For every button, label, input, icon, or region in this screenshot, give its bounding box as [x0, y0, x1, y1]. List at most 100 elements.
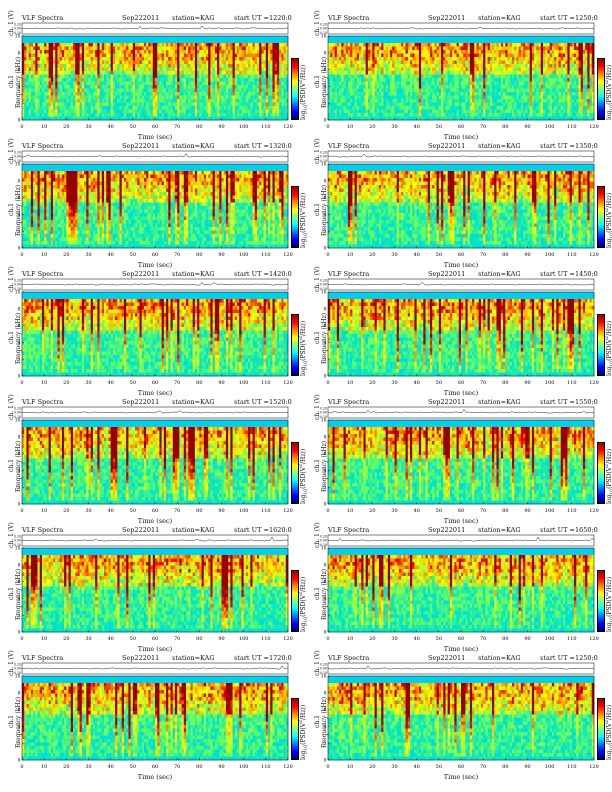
- spectrogram-cell: [394, 81, 398, 86]
- spectrogram-cell: [414, 81, 417, 86]
- spectrogram-cell: [343, 36, 347, 40]
- spectrogram-cell: [88, 88, 92, 93]
- spectrogram-cell: [208, 102, 211, 107]
- spectrogram-cell: [405, 102, 409, 107]
- spectrogram-cell: [214, 102, 218, 107]
- spectrogram-cell: [81, 43, 85, 47]
- spectrogram-cell: [86, 53, 89, 58]
- spectrogram-cell: [461, 46, 464, 51]
- spectrogram-cell: [92, 57, 96, 61]
- spectrogram-cell: [505, 57, 508, 61]
- spectrogram-cell: [217, 64, 220, 68]
- spectrogram-cell: [228, 71, 231, 75]
- spectrogram-cell: [208, 92, 211, 96]
- spectrogram-cell: [472, 106, 475, 110]
- spectrogram-cell: [283, 74, 287, 79]
- spectrogram-cell: [201, 78, 205, 82]
- spectrogram-cell: [170, 53, 174, 58]
- spectrogram-cell: [283, 102, 287, 107]
- spectrogram-cell: [330, 92, 333, 96]
- spectrogram-cell: [46, 106, 49, 110]
- spectrogram-cell: [177, 67, 180, 72]
- spectrogram-cell: [108, 92, 111, 96]
- spectrogram-cell: [172, 116, 176, 121]
- spectrogram-cell: [139, 43, 142, 47]
- spectrogram-cell: [467, 60, 471, 65]
- spectrogram-cell: [68, 92, 72, 96]
- spectrogram-cell: [117, 78, 120, 82]
- spectrogram-cell: [53, 67, 56, 72]
- spectrogram-cell: [350, 50, 353, 54]
- spectrogram-cell: [88, 116, 92, 121]
- spectrogram-cell: [166, 95, 169, 100]
- spectrogram-cell: [128, 43, 131, 47]
- spectrogram-cell: [59, 88, 63, 93]
- spectrogram-cell: [487, 106, 491, 110]
- spectrogram-cell: [199, 88, 202, 93]
- spectrogram-cell: [234, 71, 238, 75]
- spectrogram-cell: [183, 116, 187, 121]
- spectrogram-cell: [429, 99, 433, 103]
- spectrogram-cell: [339, 74, 342, 79]
- spectrogram-cell: [86, 116, 89, 121]
- spectrogram-cell: [172, 99, 176, 103]
- spectrogram-cell: [336, 99, 340, 103]
- spectrogram-cell: [274, 99, 278, 103]
- spectrogram-cell: [425, 53, 429, 58]
- spectrogram-cell: [161, 95, 165, 100]
- spectrogram-cell: [155, 88, 158, 93]
- spectrogram-cell: [272, 39, 275, 44]
- spectrogram-cell: [192, 60, 196, 65]
- spectrogram-cell: [365, 78, 369, 82]
- spectrogram-cell: [210, 95, 213, 100]
- spectrogram-cell: [223, 67, 227, 72]
- spectrogram-cell: [330, 99, 333, 103]
- spectrogram-cell: [339, 60, 342, 65]
- spectrogram-cell: [381, 85, 384, 89]
- spectrogram-cell: [423, 85, 426, 89]
- spectrogram-cell: [163, 64, 167, 68]
- spectrogram-cell: [108, 88, 111, 93]
- spectrogram-cell: [334, 36, 338, 40]
- spectrogram-cell: [265, 43, 269, 47]
- spectrogram-cell: [483, 46, 486, 51]
- spectrogram-cell: [112, 92, 116, 96]
- spectrogram-cell: [59, 78, 63, 82]
- spectrogram-cell: [401, 57, 404, 61]
- spectrogram-cell: [88, 109, 92, 114]
- spectrogram-cell: [143, 43, 147, 47]
- spectrogram-cell: [203, 53, 207, 58]
- spectrogram-cell: [356, 92, 360, 96]
- spectrogram-cell: [219, 99, 222, 103]
- spectrogram-cell: [256, 109, 260, 114]
- spectrogram-cell: [126, 102, 129, 107]
- spectrogram-cell: [139, 36, 142, 40]
- spectrogram-cell: [381, 102, 384, 107]
- spectrogram-cell: [505, 71, 508, 75]
- spectrogram-cell: [421, 78, 424, 82]
- spectrogram-cell: [110, 88, 114, 93]
- spectrogram-cell: [243, 116, 247, 121]
- spectrogram-cell: [412, 74, 415, 79]
- spectrogram-cell: [214, 67, 218, 72]
- spectrogram-cell: [41, 88, 45, 93]
- spectrogram-cell: [212, 60, 216, 65]
- spectrogram-cell: [130, 92, 134, 96]
- spectrogram-cell: [356, 67, 360, 72]
- y-tick-label: 4: [18, 84, 21, 90]
- spectrogram-cell: [161, 74, 165, 79]
- spectrogram-cell: [407, 78, 411, 82]
- spectrogram-cell: [66, 74, 69, 79]
- spectrogram-cell: [188, 43, 191, 47]
- spectrogram-cell: [465, 81, 468, 86]
- spectrogram-cell: [363, 95, 366, 100]
- spectrogram-cell: [241, 85, 244, 89]
- spectrogram-cell: [370, 106, 373, 110]
- spectrogram-cell: [128, 85, 131, 89]
- spectrogram-cell: [243, 43, 247, 47]
- spectrogram-cell: [152, 78, 156, 82]
- spectrogram-cell: [509, 99, 513, 103]
- spectrogram-cell: [378, 67, 382, 72]
- spectrogram-cell: [177, 74, 180, 79]
- spectrogram-cell: [427, 106, 431, 110]
